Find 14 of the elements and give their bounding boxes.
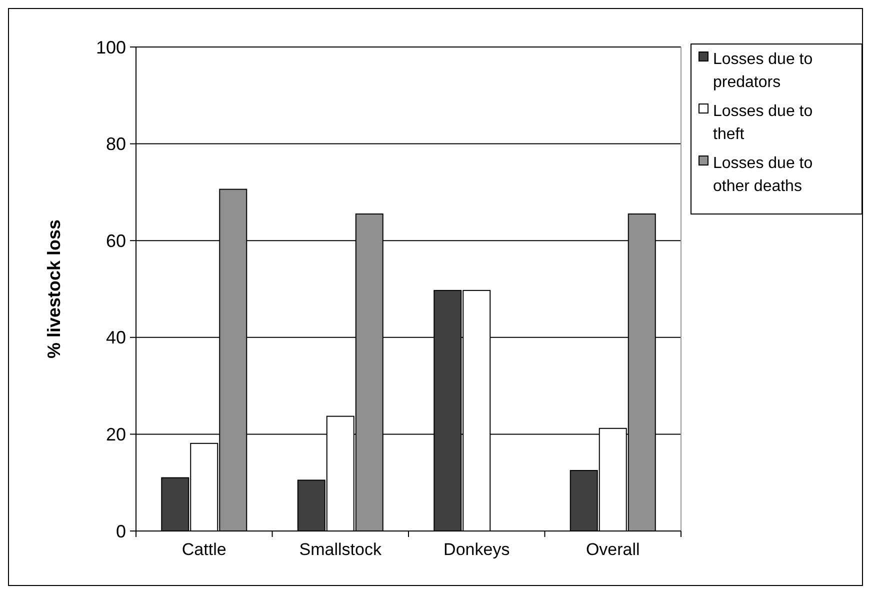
x-tick-label: Donkeys [444,540,510,559]
y-tick-label: 40 [106,328,126,348]
x-tick-label: Smallstock [299,540,382,559]
x-tick-label: Cattle [182,540,226,559]
y-tick-label: 60 [106,230,126,251]
y-tick-label: 100 [96,37,126,58]
legend-label: Losses due to theft [713,103,813,143]
y-tick-label: 0 [116,521,126,542]
legend-label: Losses due to predators [713,51,813,91]
legend-label: Losses due to other deaths [713,155,813,195]
y-axis-title: % livestock loss [44,219,64,359]
y-tick-label: 80 [106,134,126,154]
y-tick-label: 20 [106,424,126,444]
x-tick-label: Overall [586,540,640,559]
